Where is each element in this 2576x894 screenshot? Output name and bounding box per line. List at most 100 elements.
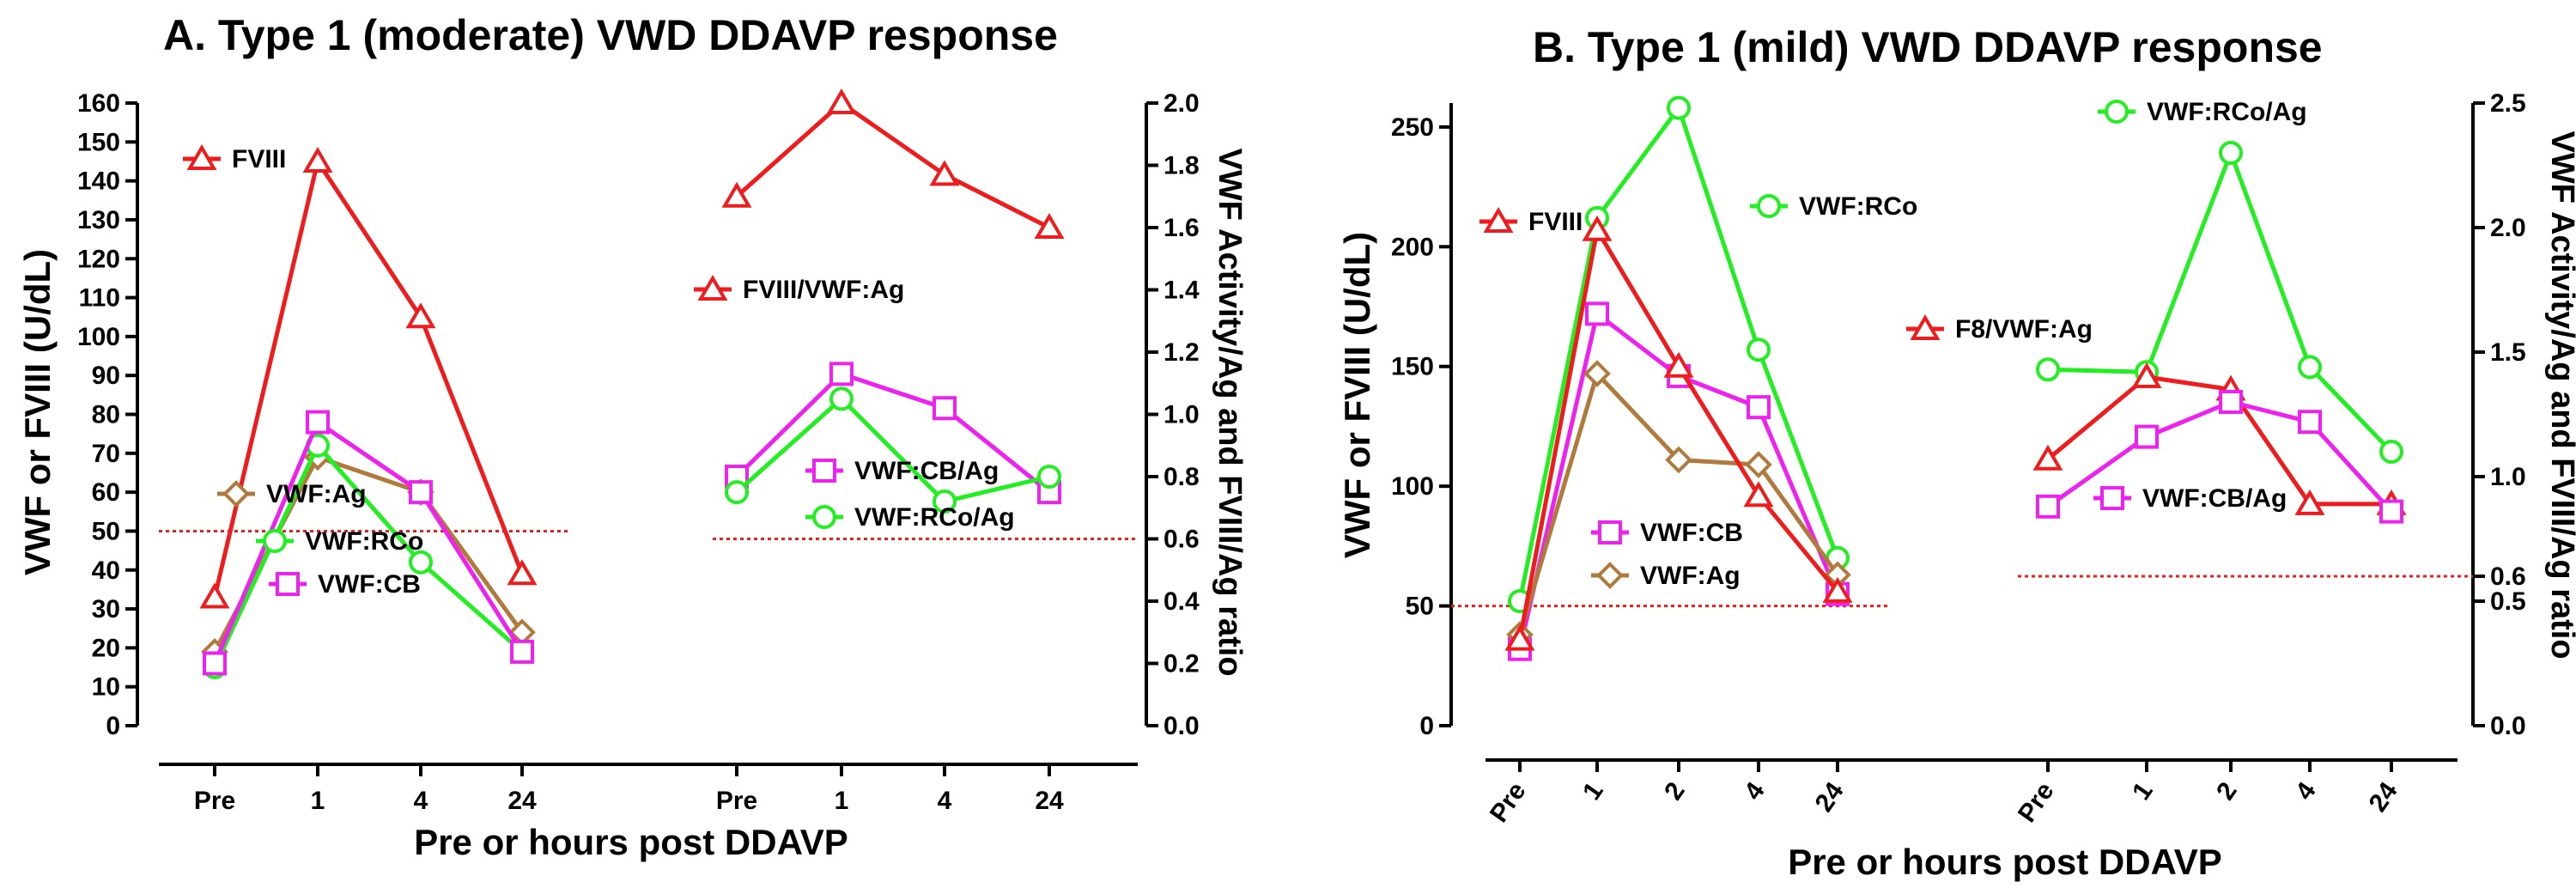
- panel-a-right-point: [933, 490, 957, 514]
- panel-a-right-point: [929, 160, 960, 186]
- panel-a-left-tick-label: 0: [106, 712, 120, 740]
- panel-a-left-tick-label: 50: [92, 517, 120, 545]
- panel-a-right-legend-label: FVIII/VWF:Ag: [743, 276, 904, 304]
- panel-a-xlabel: Pre or hours post DDAVP: [414, 822, 848, 862]
- panel-a-x-tick-label: Pre: [716, 787, 757, 815]
- panel-a-right-point: [829, 362, 854, 386]
- panel-b-left-legend-label: FVIII: [1528, 208, 1583, 236]
- panel-b-left-series-line: [1517, 371, 1840, 636]
- panel-a-right-point: [933, 396, 957, 421]
- panel-a-right-legend-marker: [697, 275, 728, 301]
- panel-b-x-tick-label: 4: [2290, 777, 2322, 806]
- panel-b-x-tick-label: Pre: [2013, 777, 2060, 828]
- panel-a-left-legend-label: VWF:RCo: [305, 527, 423, 556]
- panel-b-left-tick-label: 0: [1419, 712, 1434, 740]
- panel-b-left-point: [1665, 446, 1692, 474]
- panel-a: A. Type 1 (moderate) VWD DDAVP response …: [17, 11, 1248, 862]
- panel-b-left-tick-label: 200: [1391, 233, 1434, 261]
- panel-b-x-tick-label: 2: [2211, 777, 2243, 806]
- panel-a-left-legend-marker: [222, 480, 250, 508]
- panel-a-left-tick-label: 130: [77, 206, 120, 234]
- panel-a-ylabel-right: VWF Activity/Ag and FVIII/Ag ratio: [1212, 148, 1248, 676]
- panel-a-left-tick-label: 90: [92, 362, 120, 390]
- panel-a-left-point: [409, 550, 433, 575]
- panel-b-right-legend-label: VWF:CB/Ag: [2142, 484, 2287, 513]
- panel-a-right-legend-label: VWF:RCo/Ag: [854, 503, 1015, 532]
- panel-a-left-tick-label: 160: [77, 89, 120, 118]
- panel-a-right-series-line: [735, 371, 1051, 495]
- panel-b-right-tick-label: 1.5: [2490, 338, 2526, 367]
- panel-b-left-point: [1663, 351, 1694, 378]
- panel-a-right-point: [829, 386, 854, 411]
- panel-a-x-tick-label: 1: [311, 787, 325, 815]
- panel-a-left-point: [302, 146, 333, 173]
- panel-b-left-tick-label: 250: [1391, 113, 1434, 142]
- panel-b-x-tick-label: 24: [1810, 777, 1850, 818]
- panel-b-right-point: [2131, 362, 2162, 388]
- panel-a-left-legend-label: VWF:CB: [318, 570, 421, 599]
- panel-a-right-tick-label: 2.0: [1163, 89, 1200, 118]
- panel-b-left-legend-marker: [1483, 207, 1514, 233]
- panel-b-left-point: [1747, 338, 1771, 362]
- panel-a-left-point: [409, 480, 433, 505]
- panel-b-left-legend-marker: [1596, 562, 1624, 589]
- panel-a-right-series-line: [735, 100, 1051, 230]
- panel-a-left-tick-label: 40: [92, 556, 120, 585]
- panel-a-left-tick-label: 10: [92, 673, 120, 702]
- panel-b-xlabel: Pre or hours post DDAVP: [1788, 842, 2222, 882]
- panel-a-right-legend-label: VWF:CB/Ag: [854, 457, 999, 485]
- panel-b-left-tick-label: 100: [1391, 472, 1434, 501]
- panel-b-x-tick-label: Pre: [1485, 777, 1532, 828]
- panel-a-left-tick-label: 60: [92, 478, 120, 507]
- panel-a-right-tick-label: 0.6: [1163, 526, 1200, 554]
- panel-b-right-tick-label: 0.6: [2490, 563, 2526, 591]
- panel-b-left-point: [1822, 576, 1853, 603]
- panel-b-x-tick-label: 2: [1659, 777, 1691, 806]
- panel-a-right-point: [721, 181, 752, 208]
- panel-a-left-legend-marker: [276, 572, 300, 596]
- panel-b-right-point: [2135, 424, 2159, 449]
- panel-a-left-series-line: [212, 443, 524, 669]
- panel-b-right-point: [2036, 357, 2060, 382]
- panel-b-right-tick-label: 1.0: [2490, 463, 2526, 491]
- panel-b-ylabel-left: VWF or FVIII (U/dL): [1337, 232, 1377, 558]
- panel-a-left-tick-label: 140: [77, 167, 120, 196]
- panel-b-left-point: [1667, 95, 1691, 120]
- panel-b-right-tick-label: 0.5: [2490, 587, 2526, 616]
- panel-b-right-legend-label: VWF:RCo/Ag: [2147, 98, 2307, 126]
- panel-b-left-legend-marker: [1598, 520, 1622, 544]
- panel-a-left-tick-label: 150: [77, 128, 120, 156]
- panel-a-right-series-line: [735, 396, 1050, 504]
- panel-b-left-point: [1743, 481, 1774, 508]
- panel-b-right-legend-label: F8/VWF:Ag: [1955, 315, 2093, 344]
- panel-b-x-tick-label: 4: [1739, 777, 1771, 806]
- panel-b-right-legend-marker: [2105, 100, 2129, 124]
- panel-a-left-tick-label: 100: [77, 323, 120, 351]
- panel-b-left-point: [1504, 624, 1535, 651]
- panel-a-left-point: [306, 410, 330, 435]
- panel-b-left-tick-label: 150: [1391, 353, 1434, 381]
- panel-b-right-point: [2379, 499, 2403, 524]
- panel-a-x-tick-label: 1: [835, 787, 849, 815]
- panel-a-left-series-line: [212, 159, 525, 599]
- panel-a-left-tick-label: 20: [92, 634, 120, 662]
- panel-a-x-tick-label: 24: [507, 787, 537, 815]
- panel-a-x-tick-label: Pre: [194, 787, 235, 815]
- panel-b-right-point: [2379, 440, 2403, 464]
- panel-a-right-tick-label: 1.2: [1163, 338, 1200, 367]
- panel-b-right-legend-marker: [2100, 486, 2124, 510]
- panel-b-right-point: [2036, 494, 2060, 519]
- panel-a-right-point: [1037, 465, 1061, 489]
- panel-b: B. Type 1 (mild) VWD DDAVP response Pre …: [1337, 23, 2576, 882]
- panel-a-right-point: [1034, 213, 1065, 239]
- panel-a-left-legend-marker: [186, 144, 217, 170]
- panel-a-right-tick-label: 1.4: [1163, 277, 1200, 305]
- panel-a-left-point: [507, 559, 538, 586]
- panel-a-right-legend-marker: [812, 459, 836, 483]
- panel-a-left-point: [203, 651, 227, 676]
- panel-b-right-point: [2298, 410, 2322, 435]
- panel-a-ylabel-left: VWF or FVIII (U/dL): [17, 249, 58, 575]
- panel-a-left-point: [199, 582, 230, 609]
- panel-a-x-tick-label: 24: [1035, 787, 1064, 815]
- panel-a-left-legend-label: VWF:Ag: [266, 480, 367, 508]
